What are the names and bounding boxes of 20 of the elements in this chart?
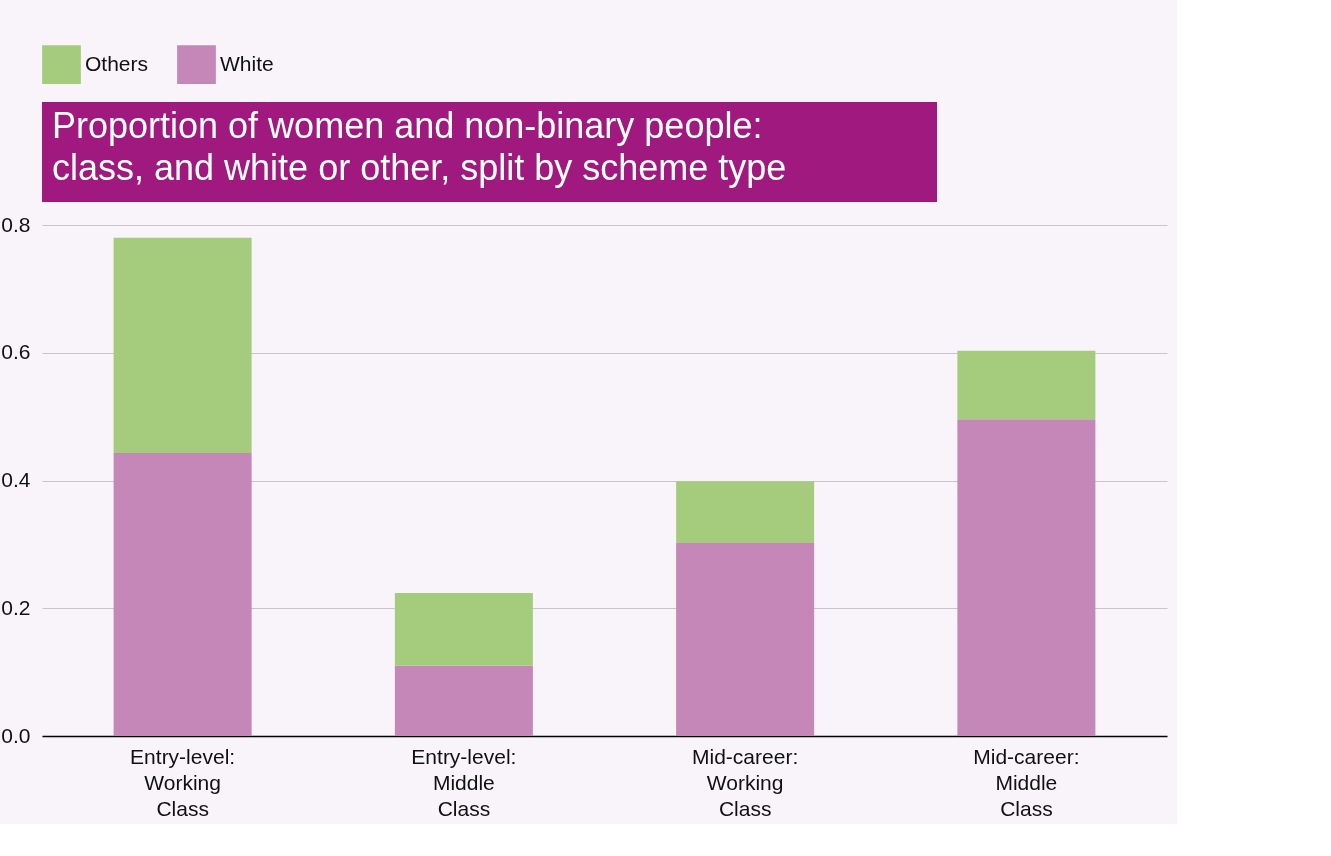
- y-tick-label: 0.0: [1, 723, 31, 747]
- y-tick-label: 0.2: [1, 595, 31, 619]
- bar: [676, 543, 815, 736]
- bar: [394, 665, 533, 736]
- legend-label: Others: [85, 51, 149, 75]
- bar: [957, 419, 1096, 736]
- y-tick-label: 0.6: [1, 340, 31, 364]
- y-tick-label: 0.8: [1, 212, 31, 236]
- x-tick-label: Mid-career: Middle Class: [973, 744, 1080, 820]
- legend-label: White: [220, 51, 274, 75]
- bar: [676, 481, 815, 544]
- bar: [957, 350, 1096, 420]
- x-tick-label: Entry-level: Middle Class: [411, 744, 517, 820]
- x-tick-label: Entry-level: Working Class: [130, 744, 236, 820]
- chart-title: Proportion of women and non-binary people: class, and white or other, split by scheme type: [52, 105, 787, 188]
- bar: [113, 237, 252, 454]
- bar: [394, 592, 533, 666]
- bar: [113, 453, 252, 736]
- x-tick-label: Mid-career: Working Class: [692, 744, 799, 820]
- y-tick-label: 0.4: [1, 468, 31, 491]
